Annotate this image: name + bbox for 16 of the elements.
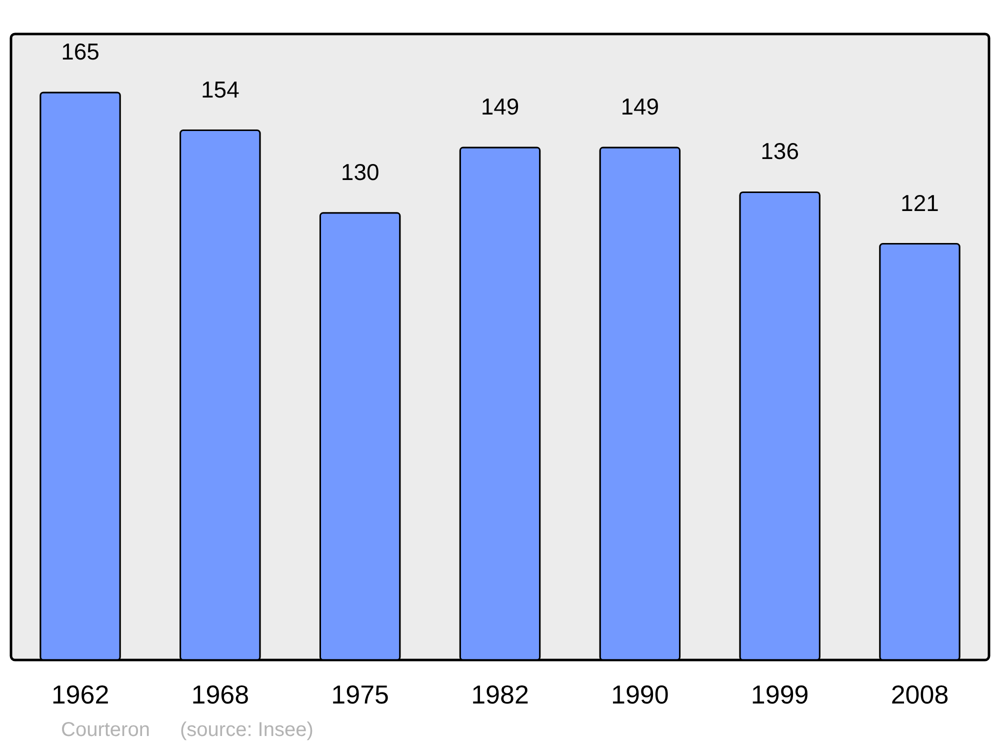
x-tick-label: 1975	[331, 680, 390, 710]
x-tick-label: 1982	[471, 680, 529, 710]
text: Courteron	[61, 719, 150, 741]
data-label: 121	[900, 190, 939, 216]
x-tick-label: 1990	[610, 680, 669, 710]
text: (source: Insee)	[180, 719, 314, 741]
x-tick-label: 1999	[750, 680, 809, 710]
data-label: 136	[760, 138, 800, 164]
data-label: 154	[200, 76, 240, 102]
data-label: 165	[61, 38, 100, 64]
x-tick-label: 1962	[51, 680, 110, 710]
data-label: 149	[480, 93, 520, 120]
x-tick-label: 2008	[890, 680, 949, 710]
x-tick-label: 1968	[191, 680, 250, 710]
data-label: 130	[340, 158, 380, 185]
data-label: 149	[620, 93, 660, 120]
